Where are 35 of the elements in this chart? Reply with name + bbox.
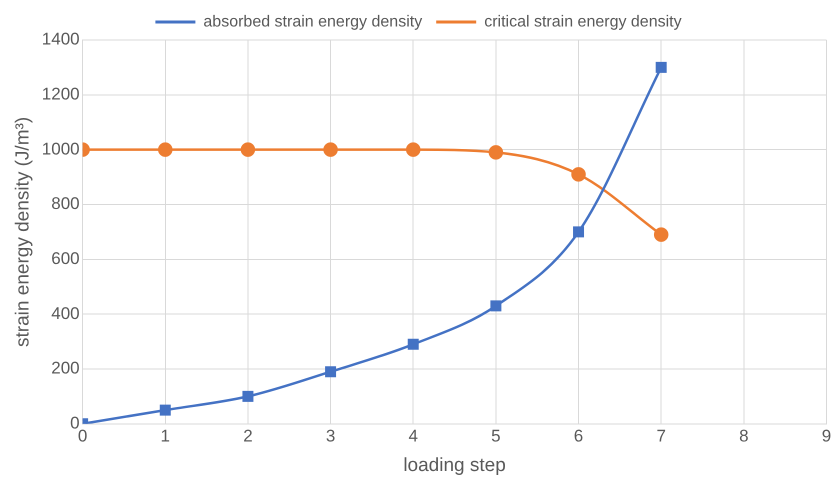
y-tick-label: 0 xyxy=(70,413,80,432)
y-tick-label: 800 xyxy=(51,194,80,214)
point xyxy=(325,366,336,378)
x-tick-label: 7 xyxy=(656,426,666,446)
y-tick-label: 1400 xyxy=(42,30,80,49)
x-tick-label: 1 xyxy=(160,426,170,446)
y-tick-label: 1200 xyxy=(42,84,80,104)
legend-label: absorbed strain energy density xyxy=(203,13,422,30)
x-tick-label: 3 xyxy=(326,426,336,446)
x-tick-label: 6 xyxy=(574,426,584,446)
point xyxy=(406,142,420,157)
y-tick-label: 600 xyxy=(51,249,80,268)
point xyxy=(488,145,504,160)
x-axis-title: loading step xyxy=(403,454,506,476)
y-tick-label: 1000 xyxy=(42,139,80,158)
y-tick-label: 400 xyxy=(51,304,80,323)
point xyxy=(656,62,667,73)
point xyxy=(490,300,502,312)
point xyxy=(654,227,668,242)
point xyxy=(323,142,338,157)
point xyxy=(240,142,256,157)
y-tick-label: 200 xyxy=(51,358,80,378)
y-axis-title: strain energy density (J/m³) xyxy=(12,116,34,347)
x-tick-label: 8 xyxy=(739,426,749,446)
point xyxy=(158,142,173,157)
legend-label: critical strain energy density xyxy=(484,13,682,30)
point xyxy=(160,404,171,416)
point xyxy=(408,338,419,350)
x-tick-label: 9 xyxy=(822,426,832,446)
point xyxy=(571,167,586,182)
point xyxy=(242,390,254,402)
x-tick-label: 2 xyxy=(243,426,253,446)
point xyxy=(573,226,584,238)
x-tick-label: 5 xyxy=(491,426,501,446)
x-tick-label: 4 xyxy=(408,426,418,446)
